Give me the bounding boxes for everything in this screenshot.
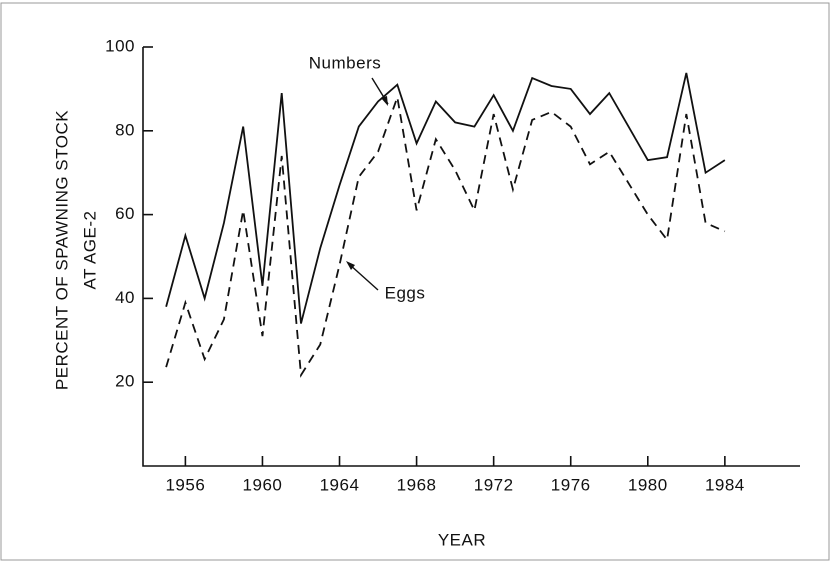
x-tick-label: 1972 [474, 475, 514, 494]
y-axis-label-line: AT AGE-2 [80, 211, 99, 290]
x-tick-label: 1964 [320, 475, 360, 494]
x-tick-label: 1980 [628, 475, 668, 494]
y-tick-label: 60 [115, 204, 135, 223]
y-tick-label: 80 [115, 120, 135, 139]
arrowhead [346, 261, 355, 270]
y-axis-label-line: PERCENT OF SPAWNING STOCK [52, 110, 71, 390]
arrowhead [381, 96, 388, 106]
y-tick-label: 100 [105, 36, 135, 55]
x-axis-label: YEAR [438, 530, 486, 549]
axes [142, 47, 800, 467]
y-tick-label: 40 [115, 288, 135, 307]
x-tick-label: 1960 [243, 475, 283, 494]
x-tick-label: 1956 [165, 475, 205, 494]
series-label: Numbers [309, 53, 381, 72]
series-line [165, 72, 726, 324]
leader-line [348, 263, 379, 291]
series-line [165, 93, 726, 378]
x-tick-label: 1984 [705, 475, 745, 494]
y-axis-label: PERCENT OF SPAWNING STOCK AT AGE-2 [52, 110, 99, 390]
series-label: Eggs [385, 283, 426, 302]
y-tick-label: 20 [115, 372, 135, 391]
x-tick-label: 1968 [397, 475, 437, 494]
x-tick-label: 1976 [551, 475, 591, 494]
